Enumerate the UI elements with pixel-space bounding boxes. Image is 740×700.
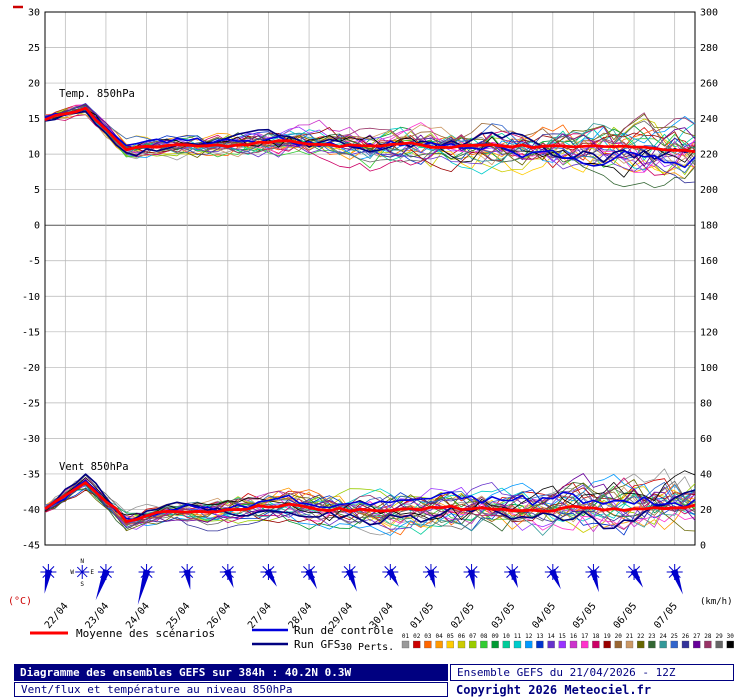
svg-text:11: 11 [514,633,522,640]
right-axis-unit: (km/h) [700,597,733,607]
svg-text:05/05: 05/05 [571,601,599,631]
svg-text:06: 06 [458,633,466,640]
svg-text:02: 02 [413,633,421,640]
svg-text:20: 20 [615,633,623,640]
svg-text:13: 13 [536,633,544,640]
svg-text:100: 100 [700,363,718,374]
copyright: Copyright 2026 Meteociel.fr [450,682,734,698]
svg-text:140: 140 [700,292,718,303]
svg-text:40: 40 [700,469,712,480]
legend: Moyenne des scénarios Run de contrôleRun … [30,624,394,653]
control-legend-label: Run de contrôle [294,624,393,637]
ensemble-member-lines [44,103,696,536]
svg-text:-30: -30 [22,434,40,445]
svg-text:-40: -40 [22,505,40,516]
svg-text:-20: -20 [22,363,40,374]
svg-text:220: 220 [700,150,718,161]
svg-text:05: 05 [447,633,455,640]
svg-text:03/05: 03/05 [490,601,518,631]
svg-text:23: 23 [648,633,656,640]
chart-title: Diagramme des ensembles GEFS sur 384h : … [14,664,448,681]
svg-text:16: 16 [570,633,578,640]
svg-text:200: 200 [700,185,718,196]
svg-text:5: 5 [34,185,40,196]
svg-text:22/04: 22/04 [43,601,71,631]
svg-text:15: 15 [28,114,40,125]
svg-text:01: 01 [402,633,410,640]
svg-text:18: 18 [592,633,600,640]
svg-text:160: 160 [700,256,718,267]
svg-text:N: N [80,558,84,565]
svg-text:24: 24 [659,633,667,640]
svg-text:15: 15 [559,633,567,640]
temp-section-label: Temp. 850hPa [59,88,135,100]
svg-text:07: 07 [469,633,477,640]
run-info: Ensemble GEFS du 21/04/2026 - 12Z [450,664,734,681]
svg-text:25: 25 [28,43,40,54]
svg-text:0: 0 [34,221,40,232]
svg-text:28: 28 [704,633,712,640]
svg-text:09: 09 [491,633,499,640]
svg-text:260: 260 [700,79,718,90]
svg-text:25: 25 [671,633,679,640]
svg-text:-25: -25 [22,398,40,409]
svg-text:17: 17 [581,633,589,640]
chart-subtitle: Vent/flux et température au niveau 850hP… [14,682,448,697]
ensemble-chart: -45-40-35-30-25-20-15-10-505101520253002… [8,5,735,653]
svg-text:180: 180 [700,221,718,232]
perts-legend-label: 30 Perts. [340,642,394,653]
svg-text:E: E [90,569,94,576]
svg-text:0: 0 [700,541,706,552]
svg-text:27: 27 [693,633,701,640]
grid [44,11,696,546]
svg-text:22: 22 [637,633,645,640]
svg-text:08: 08 [480,633,488,640]
svg-text:26: 26 [682,633,690,640]
svg-text:120: 120 [700,327,718,338]
svg-text:27/04: 27/04 [246,601,274,631]
svg-text:30: 30 [727,633,735,640]
svg-text:-15: -15 [22,327,40,338]
main-run-lines [44,106,696,530]
svg-text:21: 21 [626,633,634,640]
svg-text:240: 240 [700,114,718,125]
wind-direction-arrows [40,564,683,605]
svg-text:01/05: 01/05 [408,601,436,631]
svg-text:80: 80 [700,398,712,409]
pert-color-key: 01 02 03 04 05 06 07 08 09 10 11 12 13 14 15 16 17 18 19 20… [401,633,735,649]
mean-legend-label: Moyenne des scénarios [76,627,215,640]
svg-text:S: S [80,581,84,588]
svg-text:12: 12 [525,633,533,640]
svg-text:10: 10 [28,150,40,161]
svg-text:19: 19 [603,633,611,640]
svg-text:30: 30 [28,8,40,19]
svg-text:-45: -45 [22,541,40,552]
axis-tick-labels: -45-40-35-30-25-20-15-10-505101520253002… [22,8,718,552]
svg-text:14: 14 [547,633,555,640]
svg-text:-35: -35 [22,469,40,480]
svg-text:07/05: 07/05 [652,601,680,631]
svg-text:29: 29 [715,633,723,640]
svg-text:300: 300 [700,8,718,19]
svg-text:280: 280 [700,43,718,54]
svg-text:20: 20 [700,505,712,516]
left-axis-unit: (°C) [8,596,32,607]
svg-text:03: 03 [424,633,432,640]
svg-text:20: 20 [28,79,40,90]
wind-section-label: Vent 850hPa [59,461,129,473]
svg-text:-10: -10 [22,292,40,303]
gfs-legend-label: Run GFS [294,638,340,651]
svg-text:06/05: 06/05 [612,601,640,631]
svg-text:04/05: 04/05 [530,601,558,631]
svg-text:60: 60 [700,434,712,445]
svg-text:-5: -5 [28,256,40,267]
svg-text:04: 04 [435,633,443,640]
svg-text:02/05: 02/05 [449,601,477,631]
svg-text:W: W [70,569,74,576]
svg-text:10: 10 [503,633,511,640]
